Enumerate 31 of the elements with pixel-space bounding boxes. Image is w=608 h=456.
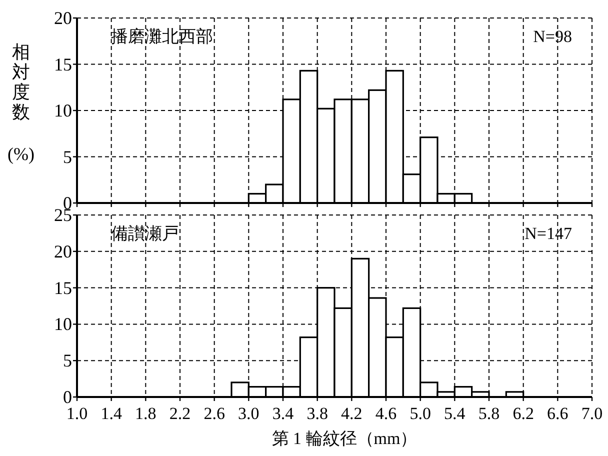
x-tick-label: 5.4 bbox=[444, 404, 466, 423]
x-tick-label: 6.6 bbox=[547, 404, 568, 423]
x-tick-label: 3.4 bbox=[272, 404, 294, 423]
annotation: N=98 bbox=[533, 27, 572, 46]
x-tick-label: 3.8 bbox=[306, 404, 328, 423]
annotation: 播磨灘北西部 bbox=[111, 27, 213, 46]
y-tick-label: 10 bbox=[54, 314, 72, 334]
y-tick-label: 15 bbox=[54, 54, 72, 74]
x-tick-label: 3.0 bbox=[238, 404, 260, 423]
y-tick-label: 20 bbox=[54, 8, 72, 28]
x-tick-label: 7.0 bbox=[581, 404, 603, 423]
x-tick-label: 4.2 bbox=[341, 404, 362, 423]
x-tick-label: 5.0 bbox=[410, 404, 431, 423]
y-tick-label: 20 bbox=[54, 241, 72, 262]
x-tick-label: 4.6 bbox=[375, 404, 397, 423]
y-tick-label: 15 bbox=[54, 278, 72, 298]
text: 相対度数 (%) bbox=[8, 42, 34, 164]
x-axis-title: 第 1 輪紋径（mm） bbox=[272, 429, 418, 448]
y-tick-label: 10 bbox=[54, 100, 72, 120]
annotation: 備讃瀬戸 bbox=[111, 224, 179, 243]
y-tick-label: 0 bbox=[63, 387, 72, 407]
x-tick-label: 2.6 bbox=[204, 404, 225, 423]
annotation: N=147 bbox=[524, 224, 572, 243]
x-tick-label: 6.2 bbox=[512, 404, 534, 423]
y-tick-label: 5 bbox=[63, 350, 72, 371]
x-tick-label: 5.8 bbox=[478, 404, 500, 423]
x-tick-label: 1.4 bbox=[100, 404, 122, 423]
x-tick-label: 1.0 bbox=[66, 404, 88, 423]
y-tick-label: 5 bbox=[63, 146, 72, 167]
x-tick-label: 2.2 bbox=[169, 404, 191, 423]
x-tick-label: 1.8 bbox=[135, 404, 156, 423]
